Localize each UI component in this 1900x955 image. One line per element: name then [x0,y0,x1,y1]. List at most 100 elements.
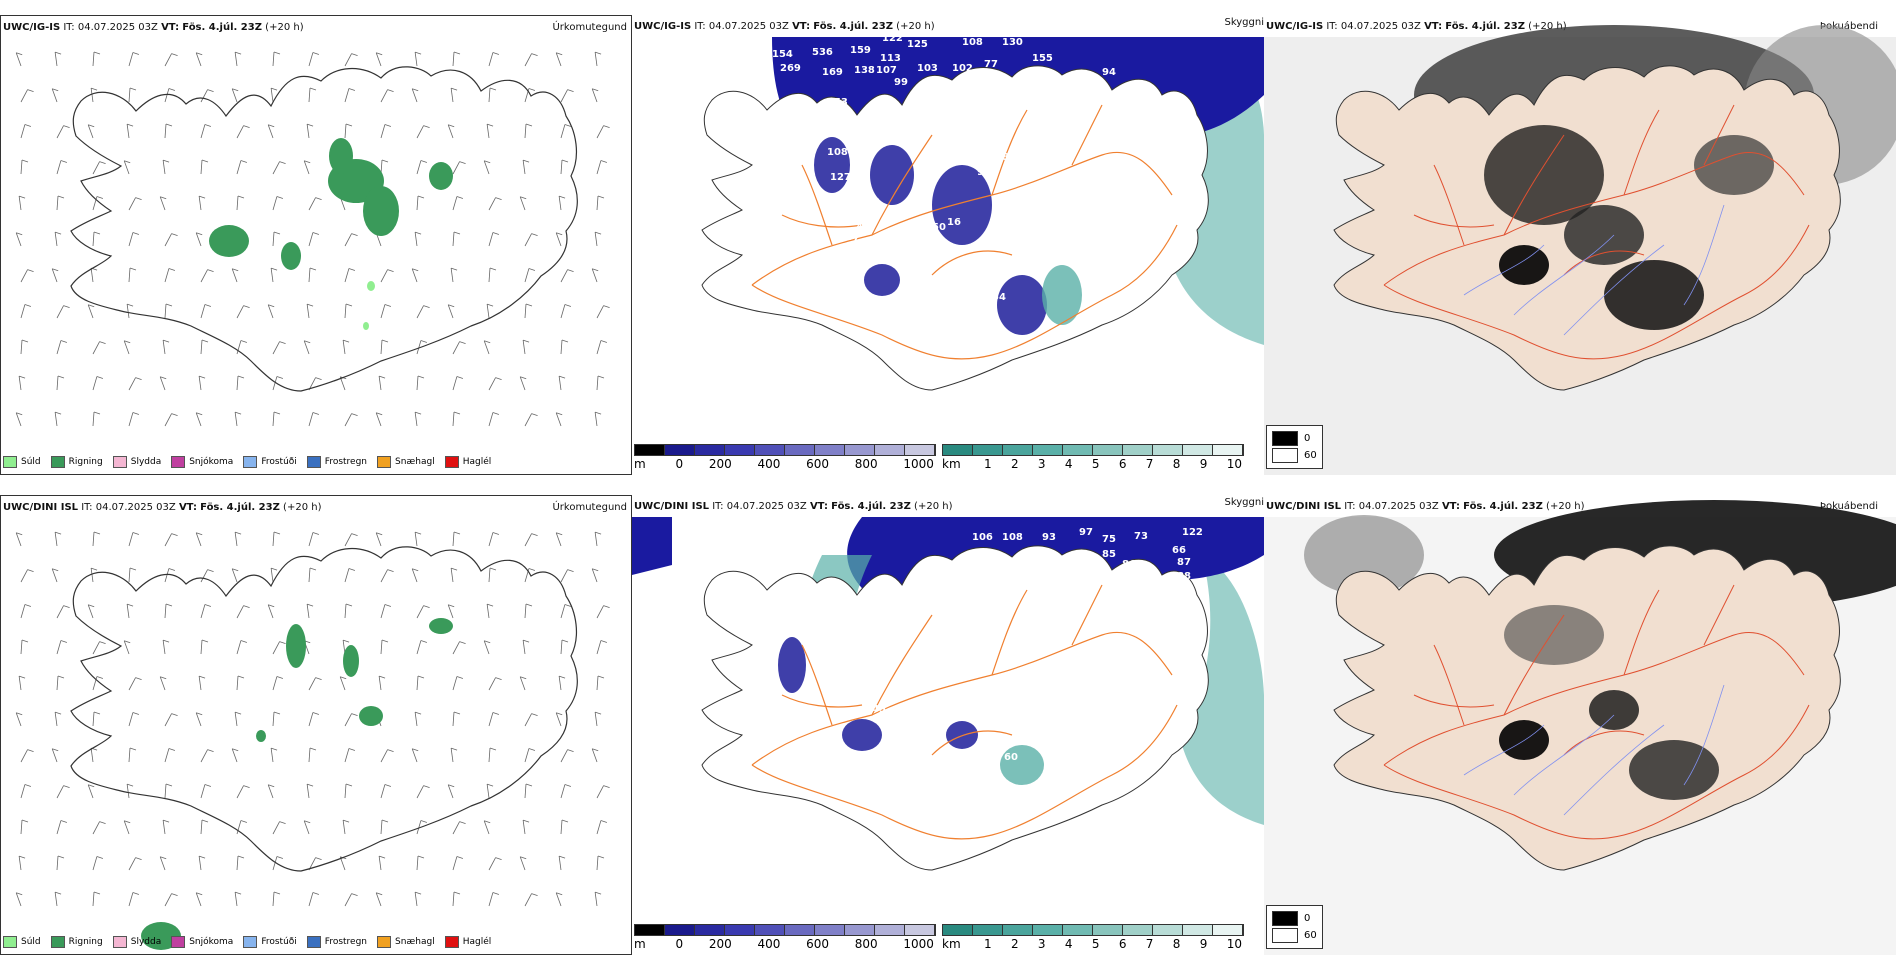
visibility-scale-km: km 1 2 3 4 5 6 7 8 9 10 [942,444,1244,471]
road-network [751,104,1178,360]
visibility-value: 60 [1004,752,1018,763]
visibility-value: 75 [1102,534,1116,545]
visibility-value: 108 [1002,532,1023,543]
legend-item: Slydda [112,456,161,468]
visibility-value: 93 [1072,99,1086,110]
legend-item: Frostregn [306,456,367,468]
visibility-value: 123 [1029,69,1050,80]
visibility-value: 54 [992,292,1006,303]
visibility-value: 55 [1002,237,1016,248]
legend-item: Snæhagl [377,936,435,948]
panel-precip-type-row1: UWC/IG-IS IT: 04.07.2025 03Z VT: Fös. 4.… [0,15,632,475]
legend-item: Frostregn [306,936,367,948]
low-visibility-patches [814,137,1082,335]
visibility-value-labels: 112 106 108 93 97 75 73 122 66 85 87 88 86 97 94 91 69 45… [717,527,1203,763]
visibility-value: 87 [1002,152,1016,163]
fog-legend-item: 60 [1272,928,1317,943]
visibility-value: 73 [1134,531,1148,542]
panel-title: UWC/DINI ISL IT: 04.07.2025 03Z VT: Fös.… [634,501,953,512]
visibility-value: 103 [922,167,943,178]
visibility-value: 122 [1182,527,1203,538]
panel-type-label: Úrkomutegund [552,502,627,513]
panel-title: UWC/DINI ISL IT: 04.07.2025 03Z VT: Fös.… [3,502,322,513]
visibility-value: 52 [987,277,1001,288]
visibility-value: 16 [947,217,961,228]
legend-item: Haglél [444,936,491,948]
panel-precip-type-row2: UWC/DINI ISL IT: 04.07.2025 03Z VT: Fös.… [0,495,632,955]
visibility-value: 88 [832,110,846,121]
visibility-value: 112 [1120,189,1141,200]
legend-item: Slydda [112,936,161,948]
fog-legend: 0 60 [1266,905,1323,949]
visibility-value: 84 [977,89,991,100]
iceland-outline [1333,545,1841,871]
visibility-value: 125 [907,39,928,50]
legend-item: Súld [3,936,41,948]
panel-title: UWC/IG-IS IT: 04.07.2025 03Z VT: Fös. 4.… [634,21,935,32]
wind-barbs [15,531,610,907]
legend-item: Haglél [444,456,491,468]
precip-legend: Súld Rigning Slydda Snjókoma Frostúði Frostre… [3,936,491,948]
panel-type-label: Skyggni [1224,17,1264,28]
visibility-value: 68 [832,687,846,698]
visibility-value: 269 [780,63,801,74]
rain-areas [209,138,453,330]
visibility-value: 102 [952,63,973,74]
visibility-value: 50 [932,222,946,233]
visibility-value: 154 [772,49,793,60]
wind-barbs [15,51,610,427]
visibility-value: 89 [952,87,966,98]
visibility-value: 91 [1172,603,1186,614]
visibility-value: 195 [832,667,853,678]
iceland-outline [70,546,578,872]
legend-item: Snjókoma [171,456,233,468]
panel-type-label: Úrkomutegund [552,22,627,33]
visibility-value-labels: 154 536 159 122 125 108 130 155 269 113 103 102 77 12… [772,33,1141,303]
rain-areas [141,618,453,950]
visibility-value: 62 [1012,217,1026,228]
visibility-value: 112 [717,545,738,556]
visibility-value: 122 [882,33,903,44]
fog-legend-item: 0 [1272,911,1317,926]
visibility-map: 112 106 108 93 97 75 73 122 66 85 87 88 86 97 94 91 69 45… [632,517,1264,871]
visibility-value: 88 [1177,571,1191,582]
panel-fog-row2: UWC/DINI ISL IT: 04.07.2025 03Z VT: Fös.… [1264,495,1896,955]
panel-title: UWC/IG-IS IT: 04.07.2025 03Z VT: Fös. 4.… [3,22,304,33]
fog-map [1264,25,1896,475]
panel-fog-row1: UWC/IG-IS IT: 04.07.2025 03Z VT: Fös. 4.… [1264,15,1896,475]
visibility-value: 536 [812,47,833,58]
fog-map [1264,500,1896,955]
visibility-value: 86 [1122,559,1136,570]
road-network [1383,104,1810,360]
visibility-value: 155 [1032,53,1053,64]
visibility-value: 108 [962,37,983,48]
visibility-value: 45 [872,704,886,715]
visibility-value: 72 [957,157,971,168]
panel-title: UWC/DINI ISL IT: 04.07.2025 03Z VT: Fös.… [1266,501,1585,512]
visibility-value: 44 [856,222,870,233]
visibility-value: 59 [932,239,946,250]
visibility-value: 108 [827,147,848,158]
panel-title: UWC/IG-IS IT: 04.07.2025 03Z VT: Fös. 4.… [1266,21,1567,32]
fog-legend-item: 0 [1272,431,1317,446]
visibility-value: 169 [822,67,843,78]
precip-legend: Súld Rigning Slydda Snjókoma Frostúði Frostre… [3,456,491,468]
precip-map [15,51,610,427]
legend-item: Frostúði [243,456,297,468]
visibility-value: 210 [872,117,893,128]
visibility-value: 130 [1002,37,1023,48]
visibility-scale-km: km 1 2 3 4 5 6 7 8 9 10 [942,924,1244,951]
legend-item: Súld [3,456,41,468]
visibility-value: 107 [876,65,897,76]
visibility-value: 67 [846,232,860,243]
visibility-value: 103 [917,63,938,74]
rivers [1463,684,1725,816]
visibility-value: 83 [866,197,880,208]
visibility-value: 153 [827,97,848,108]
visibility-value: 94 [1152,599,1166,610]
legend-item: Rigning [50,456,103,468]
visibility-value: 87 [1177,557,1191,568]
visibility-map: 154 536 159 122 125 108 130 155 269 113 103 102 77 12… [701,33,1264,391]
visibility-value: 127 [830,172,851,183]
road-network [1383,584,1810,840]
